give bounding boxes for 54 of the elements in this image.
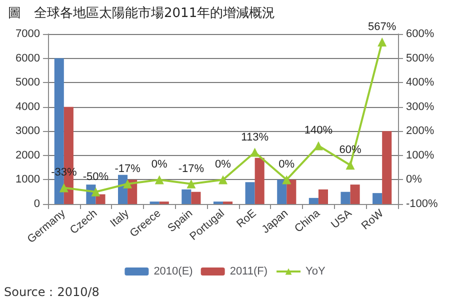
y2-tick-label: 100% [406, 149, 434, 162]
point [154, 175, 164, 184]
data-label: -33% [51, 166, 77, 179]
y-tick-label: 1000 [16, 174, 40, 186]
point [314, 141, 323, 150]
bar [350, 184, 360, 204]
data-label: 0% [278, 158, 295, 171]
data-label: -17% [178, 162, 204, 175]
y2-tick-label: 500% [406, 52, 434, 64]
x-tick-label: USA [329, 206, 355, 232]
bar [382, 131, 392, 204]
bar [277, 180, 287, 204]
data-label: -17% [114, 162, 141, 175]
data-label: 113% [241, 131, 269, 144]
bar [191, 192, 201, 204]
legend-label: 2011(F) [230, 266, 268, 278]
data-label: 567% [368, 21, 396, 34]
y-tick-label: 3000 [16, 125, 40, 138]
bar [245, 182, 255, 204]
y2-tick-label: 400% [406, 76, 434, 89]
data-label: 0% [151, 158, 168, 171]
point [250, 148, 260, 157]
point [378, 38, 387, 47]
chart-title: 圖 全球各地區太陽能市場2011年的增減概況 [8, 5, 276, 22]
legend-label: 2010(E) [154, 266, 193, 278]
y-tick-label: 0 [34, 198, 40, 210]
y2-tick-label: 300% [406, 100, 434, 113]
y-tick-label: 7000 [16, 28, 40, 40]
y-tick-label: 2000 [16, 149, 40, 162]
y-tick-label: 5000 [16, 76, 40, 89]
y-tick-label: 4000 [16, 100, 40, 113]
point [59, 183, 68, 192]
bar [340, 192, 350, 204]
bar [182, 189, 192, 204]
source-note: Source：2010/8 [4, 284, 100, 301]
y-tick-label: 6000 [16, 52, 40, 64]
bar [318, 189, 328, 204]
point [282, 175, 292, 184]
bar [254, 158, 264, 204]
y2-tick-label: 0% [406, 174, 422, 186]
point [218, 175, 228, 184]
bar [286, 180, 296, 204]
bar [308, 198, 318, 204]
y2-tick-label: 600% [406, 28, 434, 40]
point [346, 160, 355, 170]
legend-label: YoY [306, 266, 326, 278]
point [186, 179, 196, 188]
bar [372, 193, 382, 204]
x-tick-label: Italy [108, 207, 132, 230]
x-tick-label: RoE [234, 207, 259, 230]
point [123, 179, 132, 188]
y2-tick-label: 200% [406, 125, 434, 138]
y2-tick-label: -100% [406, 198, 438, 210]
data-label: 0% [215, 158, 232, 171]
